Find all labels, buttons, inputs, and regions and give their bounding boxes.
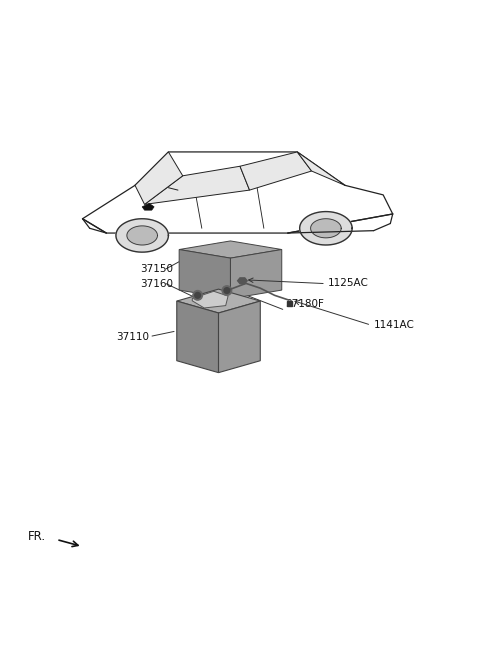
Polygon shape: [142, 204, 154, 210]
Circle shape: [222, 286, 232, 296]
Polygon shape: [177, 289, 260, 313]
Text: 37150: 37150: [140, 264, 173, 274]
Text: FR.: FR.: [28, 530, 46, 543]
Polygon shape: [297, 152, 345, 185]
Text: 37180F: 37180F: [285, 300, 324, 309]
Text: 1141AC: 1141AC: [373, 320, 415, 330]
Polygon shape: [127, 226, 157, 245]
Text: 37160: 37160: [140, 279, 173, 288]
Polygon shape: [311, 219, 341, 238]
Polygon shape: [240, 152, 312, 190]
Circle shape: [193, 290, 203, 300]
Polygon shape: [177, 301, 218, 373]
Circle shape: [224, 288, 230, 294]
Text: 37110: 37110: [116, 332, 149, 342]
Circle shape: [195, 292, 201, 298]
Polygon shape: [179, 241, 282, 258]
Polygon shape: [179, 250, 230, 299]
Polygon shape: [230, 250, 282, 299]
Polygon shape: [238, 278, 247, 284]
Polygon shape: [192, 291, 228, 308]
Polygon shape: [135, 152, 183, 204]
Polygon shape: [116, 219, 168, 252]
Polygon shape: [300, 212, 352, 245]
Bar: [287, 301, 292, 306]
Polygon shape: [144, 166, 250, 204]
Text: 1125AC: 1125AC: [328, 278, 369, 288]
Polygon shape: [218, 301, 260, 373]
